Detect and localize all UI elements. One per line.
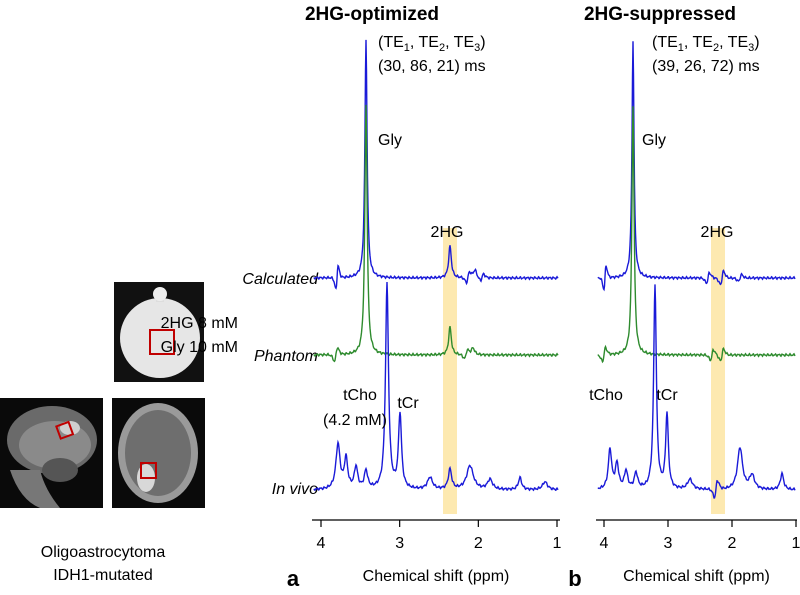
peak-label: tCr — [656, 387, 678, 404]
peak-label: 2HG — [701, 224, 734, 241]
te-part: (TE — [378, 34, 404, 51]
peak-label: Gly — [642, 132, 666, 149]
te-part: ) — [480, 34, 485, 51]
x-tick-label: 1 — [792, 535, 800, 552]
peak-label: (4.2 mM) — [323, 412, 387, 429]
x-axis-label: Chemical shift (ppm) — [623, 568, 770, 585]
spectrum — [313, 39, 559, 290]
te-part: 3 — [748, 42, 754, 54]
te-part: , TE — [410, 34, 439, 51]
x-tick-label: 2 — [474, 535, 483, 552]
x-axis-label: Chemical shift (ppm) — [363, 568, 510, 585]
x-tick-label: 4 — [600, 535, 609, 552]
panel-label: b — [568, 566, 581, 591]
te-label: (TE1, TE2, TE3) — [378, 34, 486, 54]
te-values: (30, 86, 21) ms — [378, 58, 486, 75]
x-tick-label: 1 — [553, 535, 562, 552]
peak-label: Gly — [378, 132, 402, 149]
te-label: (TE1, TE2, TE3) — [652, 34, 760, 54]
spectrum — [313, 104, 559, 363]
te-part: , TE — [445, 34, 474, 51]
te-part: , TE — [684, 34, 713, 51]
highlight-band — [711, 228, 725, 514]
te-part: , TE — [719, 34, 748, 51]
x-tick-label: 2 — [728, 535, 737, 552]
phantom-label: Gly 10 mM — [161, 339, 238, 356]
spectrum — [597, 41, 796, 292]
peak-label: tCho — [343, 387, 377, 404]
tumor-label: IDH1-mutated — [53, 567, 153, 584]
te-part: (TE — [652, 34, 678, 51]
trace-label: In vivo — [272, 481, 318, 498]
peak-label: tCr — [397, 395, 419, 412]
trace-label: Calculated — [242, 271, 319, 288]
panel-title: 2HG-optimized — [305, 4, 439, 25]
x-tick-label: 3 — [664, 535, 673, 552]
te-part: ) — [754, 34, 759, 51]
highlight-band — [443, 228, 457, 514]
phantom-label: 2HG 8 mM — [161, 315, 238, 332]
te-part: 3 — [474, 42, 480, 54]
te-part: 1 — [404, 42, 410, 54]
x-tick-label: 3 — [395, 535, 404, 552]
panel-label: a — [287, 566, 300, 591]
te-part: 2 — [439, 42, 445, 54]
tumor-label: Oligoastrocytoma — [41, 544, 166, 561]
peak-label: 2HG — [431, 224, 464, 241]
te-part: 1 — [678, 42, 684, 54]
trace-label: Phantom — [254, 348, 318, 365]
phantom-image — [114, 282, 204, 382]
spectrum — [597, 284, 796, 499]
te-values: (39, 26, 72) ms — [652, 58, 760, 75]
te-part: 2 — [713, 42, 719, 54]
axial-mri — [112, 398, 205, 508]
spectrum — [597, 106, 796, 364]
peak-label: tCho — [589, 387, 623, 404]
x-tick-label: 4 — [317, 535, 326, 552]
panel-title: 2HG-suppressed — [584, 4, 736, 25]
sagittal-mri — [0, 398, 103, 508]
spectrum — [313, 281, 559, 492]
